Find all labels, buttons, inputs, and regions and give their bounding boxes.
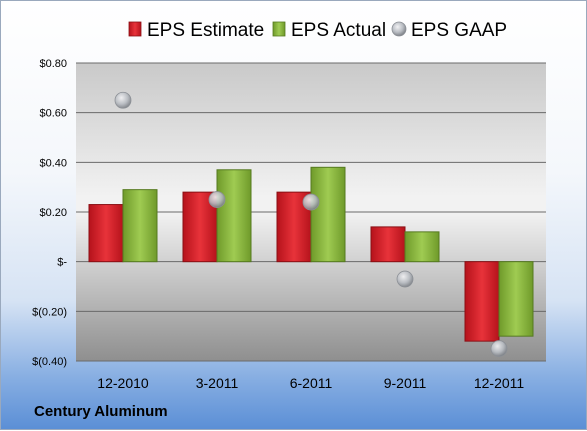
y-tick-label: $(0.20) bbox=[32, 306, 67, 318]
x-tick-label: 6-2011 bbox=[290, 375, 333, 391]
x-tick-label: 9-2011 bbox=[384, 375, 427, 391]
x-tick-label: 12-2010 bbox=[97, 375, 149, 391]
legend-swatch bbox=[128, 21, 142, 37]
y-tick-label: $0.60 bbox=[39, 108, 67, 120]
y-tick-label: $- bbox=[57, 257, 67, 269]
legend-item-eps-actual: EPS Actual bbox=[272, 20, 386, 41]
bar-eps-actual-12-2011 bbox=[498, 261, 534, 337]
marker-eps-gaap-12-2011 bbox=[490, 340, 508, 357]
bar-eps-estimate-12-2011 bbox=[464, 261, 500, 342]
legend-item-eps-estimate: EPS Estimate bbox=[128, 20, 264, 41]
legend-label: EPS GAAP bbox=[411, 20, 507, 41]
legend-item-eps-gaap: EPS GAAP bbox=[391, 20, 507, 41]
bar-eps-actual-12-2010 bbox=[122, 189, 158, 263]
legend-label: EPS Estimate bbox=[147, 20, 264, 41]
marker-eps-gaap-6-2011 bbox=[302, 193, 320, 211]
legend-swatch bbox=[272, 21, 286, 37]
x-tick-label: 3-2011 bbox=[196, 375, 239, 391]
bar-eps-estimate-12-2010 bbox=[88, 204, 124, 263]
legend-swatch bbox=[391, 21, 407, 37]
marker-eps-gaap-12-2010 bbox=[114, 91, 132, 109]
bar-eps-actual-3-2011 bbox=[216, 169, 252, 263]
x-tick-label: 12-2011 bbox=[474, 375, 525, 391]
marker-eps-gaap-3-2011 bbox=[208, 191, 226, 208]
company-name: Century Aluminum bbox=[34, 403, 168, 420]
bar-eps-estimate-9-2011 bbox=[370, 226, 406, 263]
bar-eps-actual-9-2011 bbox=[404, 231, 440, 263]
y-tick-label: $0.40 bbox=[39, 157, 67, 169]
bar-eps-actual-6-2011 bbox=[310, 166, 346, 263]
legend-label: EPS Actual bbox=[291, 20, 386, 41]
y-tick-label: $0.20 bbox=[39, 207, 67, 219]
y-tick-label: $0.80 bbox=[39, 58, 67, 70]
y-tick-label: $(0.40) bbox=[32, 356, 67, 368]
marker-eps-gaap-9-2011 bbox=[396, 270, 414, 288]
